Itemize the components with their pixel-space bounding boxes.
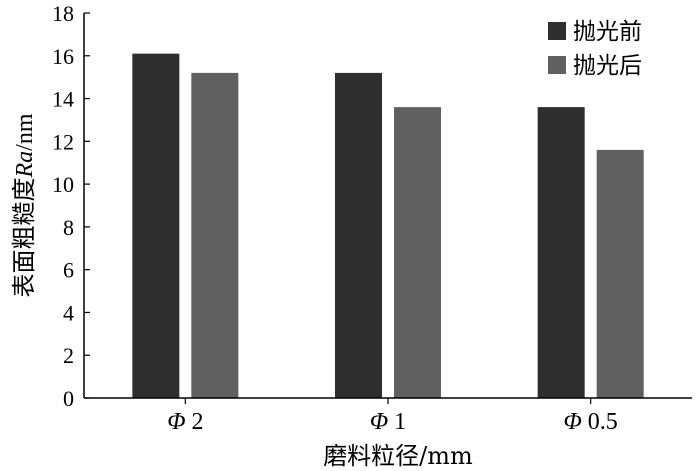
bar-after-0 [191, 72, 239, 398]
y-tick-label: 12 [52, 129, 74, 154]
y-axis-title-prefix: 表面粗糙度 [10, 178, 38, 298]
bar-before-1 [335, 72, 382, 398]
y-tick-label: 0 [63, 386, 74, 411]
y-tick-label: 16 [52, 44, 74, 69]
legend-swatch-0 [548, 22, 566, 40]
x-axis-title: 磨料粒径/mm [323, 442, 473, 470]
y-tick-label: 4 [63, 300, 74, 325]
y-tick-label: 10 [52, 172, 74, 197]
x-tick-label: Φ 0.5 [564, 409, 618, 435]
bar-before-2 [537, 107, 585, 398]
x-tick-symbol: Φ [370, 409, 388, 435]
x-categories-layer: Φ 2 Φ 1 Φ 0.5 [167, 398, 618, 435]
x-tick-symbol: Φ [167, 409, 185, 435]
bars-layer [132, 53, 644, 399]
y-ticks-layer: 0 2 4 6 8 10 12 14 16 18 [52, 1, 90, 411]
y-tick-label: 8 [63, 215, 74, 240]
y-axis-title: 表面粗糙度Ra/nm [10, 113, 38, 297]
legend-label-1: 抛光后 [573, 53, 642, 79]
y-axis-title-suffix: /nm [12, 113, 38, 151]
x-tick-symbol: Φ [564, 409, 582, 435]
bar-before-0 [132, 53, 180, 399]
x-tick-value: 2 [191, 409, 203, 435]
y-axis-title-italic: Ra [12, 151, 38, 179]
y-tick-label: 2 [63, 343, 74, 368]
x-tick-value: 1 [394, 409, 406, 435]
bar-after-2 [596, 149, 644, 398]
x-tick-value: 0.5 [588, 409, 618, 435]
y-tick-label: 14 [52, 87, 74, 112]
y-tick-label: 18 [52, 1, 74, 26]
legend-label-0: 抛光前 [573, 19, 642, 45]
bar-after-1 [394, 107, 441, 398]
legend-swatch-1 [548, 56, 566, 74]
y-tick-label: 6 [63, 258, 74, 283]
